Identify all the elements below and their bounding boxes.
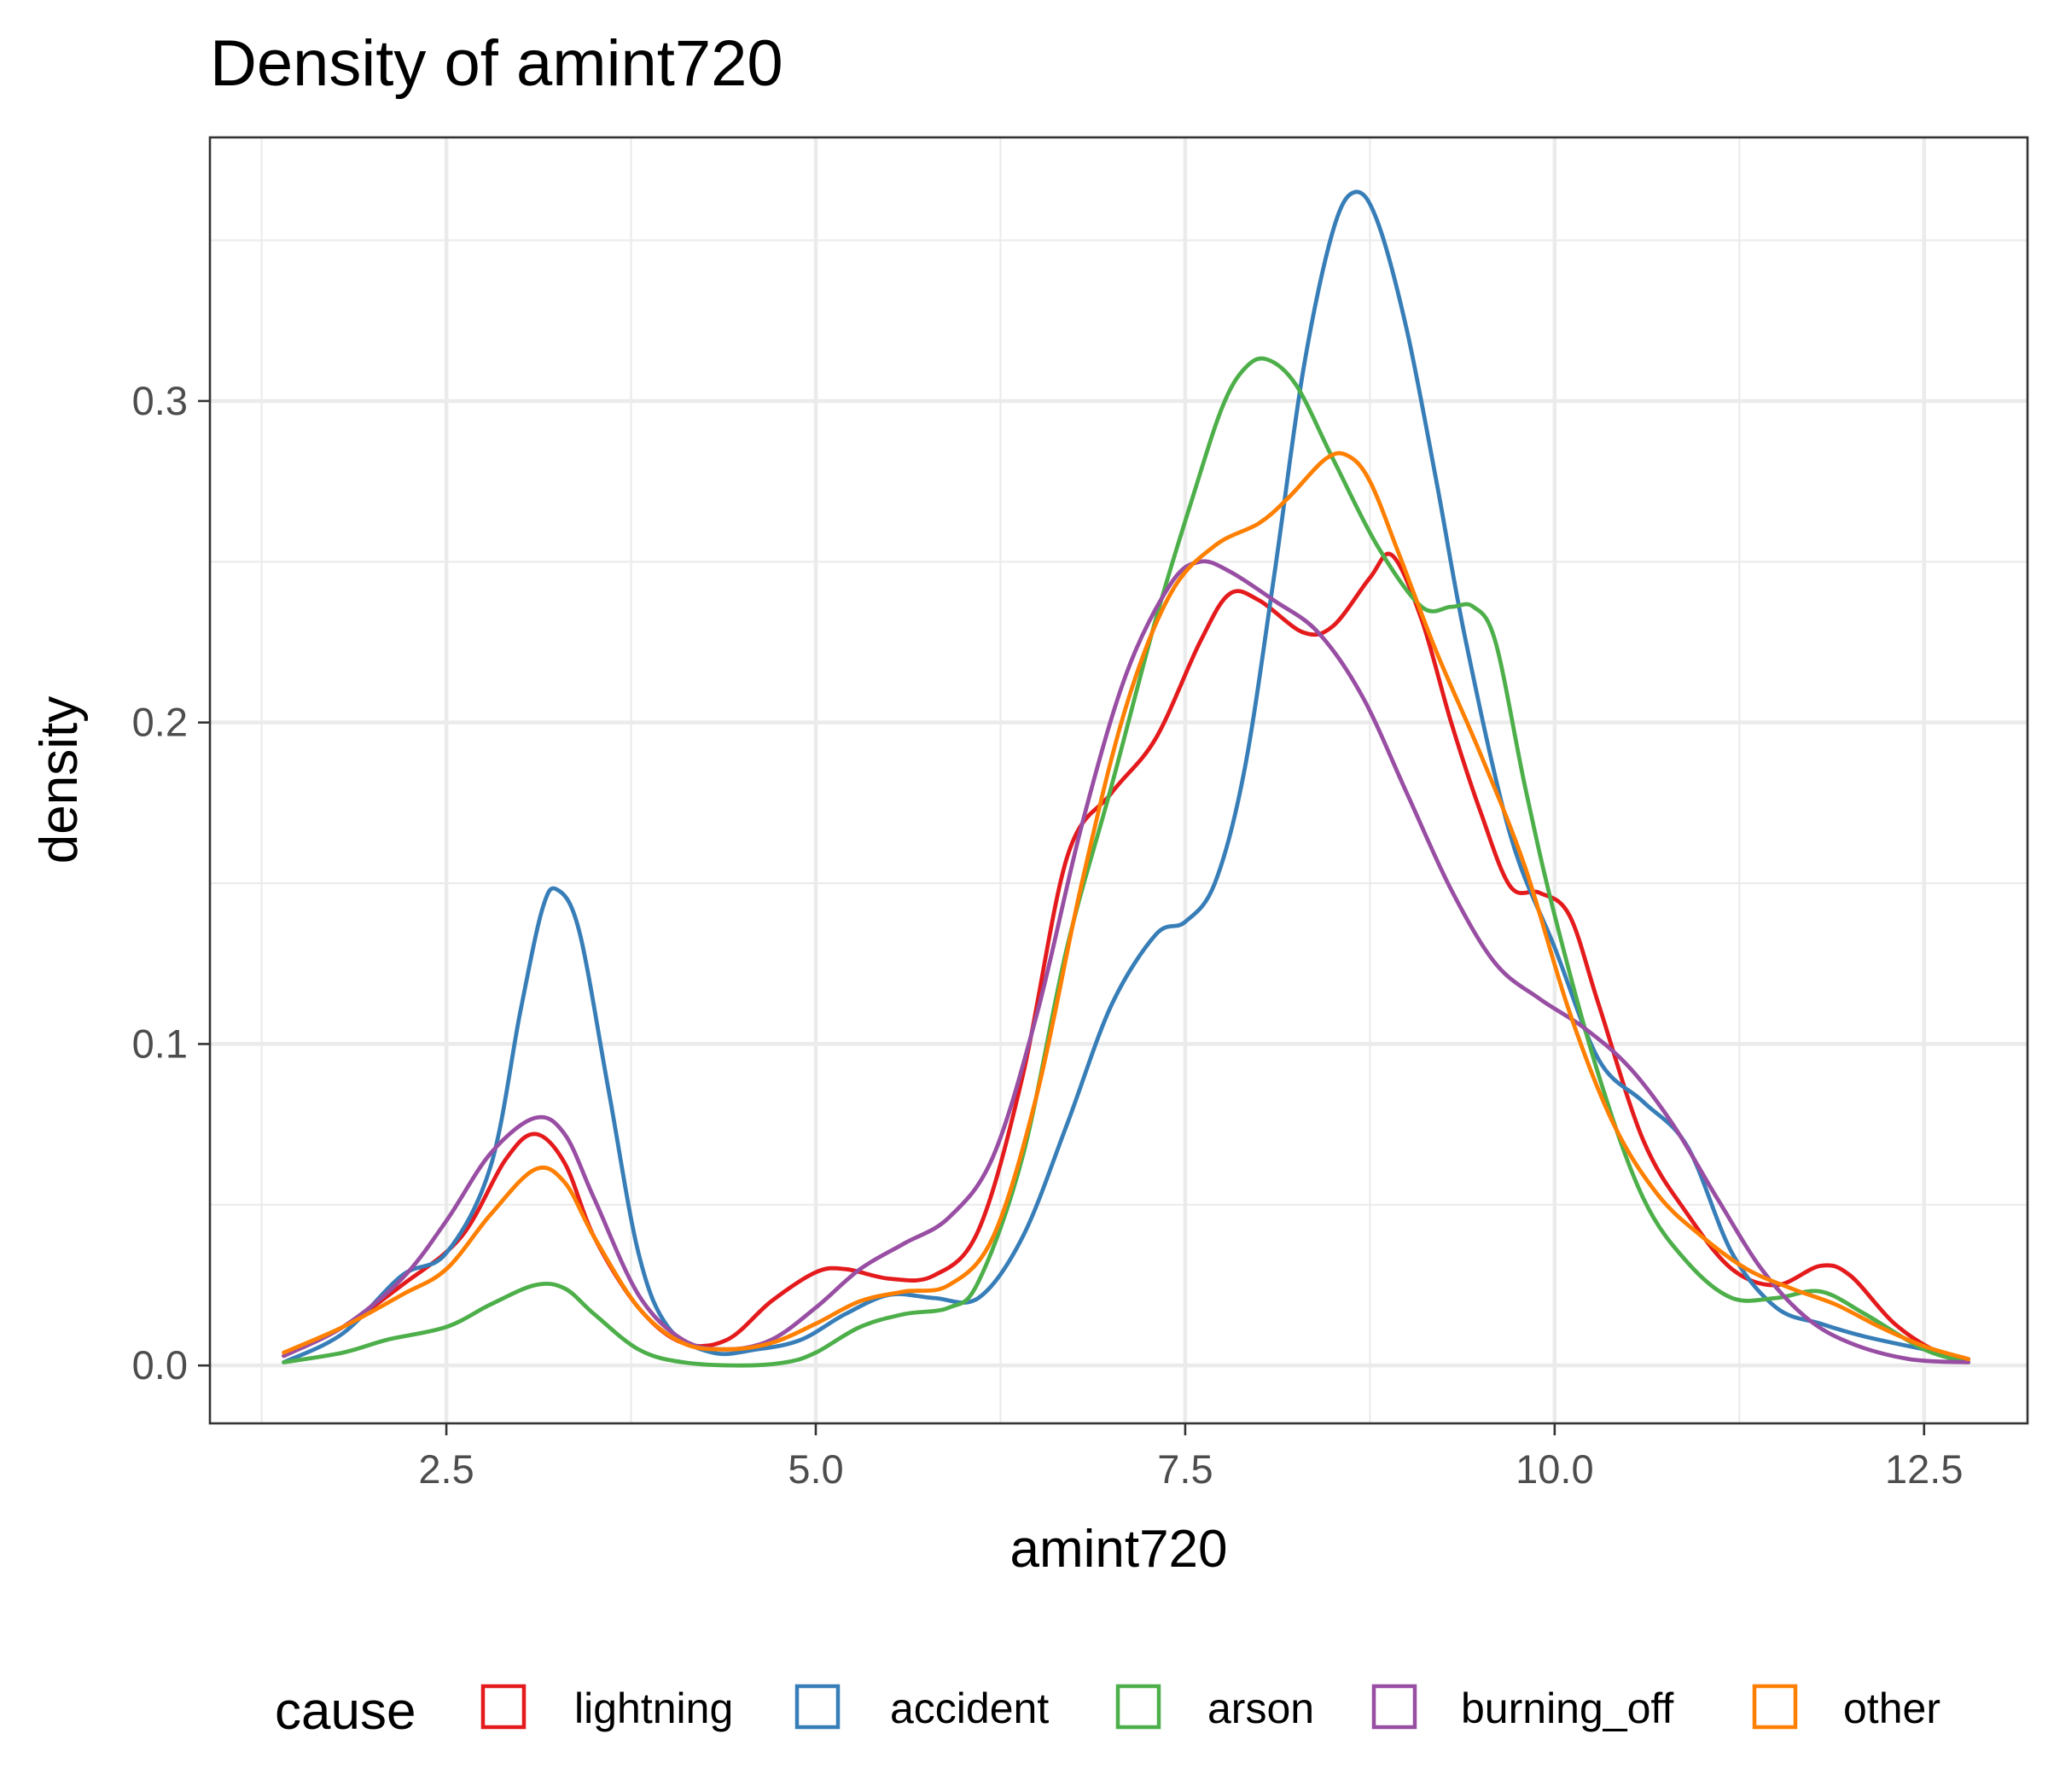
legend-key-burning_off bbox=[1371, 1684, 1417, 1730]
legend-label-accident: accident bbox=[890, 1684, 1049, 1732]
x-tick-label: 10.0 bbox=[1516, 1446, 1593, 1492]
major-gridlines bbox=[210, 137, 2028, 1423]
x-tick-label: 12.5 bbox=[1885, 1446, 1963, 1492]
density-lines bbox=[282, 189, 1971, 1368]
x-tick-label: 5.0 bbox=[788, 1446, 843, 1492]
x-tick-label: 2.5 bbox=[418, 1446, 474, 1492]
chart-title: Density of amint720 bbox=[210, 27, 783, 100]
legend: cause lightning accident arson burning_off o… bbox=[275, 1682, 1940, 1741]
x-axis: 2.5 5.0 7.5 10.0 12.5 bbox=[418, 1423, 1964, 1492]
y-tick-label: 0.3 bbox=[132, 378, 188, 423]
legend-key-other bbox=[1752, 1684, 1798, 1730]
y-tick-label: 0.1 bbox=[132, 1021, 188, 1066]
legend-key-lightning bbox=[480, 1684, 527, 1730]
legend-key-accident bbox=[794, 1684, 841, 1730]
legend-label-other: other bbox=[1843, 1684, 1940, 1732]
y-tick-label: 0.2 bbox=[132, 700, 188, 745]
plot-panel bbox=[208, 136, 2029, 1425]
y-axis-title: density bbox=[30, 696, 89, 864]
x-tick-label: 7.5 bbox=[1157, 1446, 1213, 1492]
legend-label-lightning: lightning bbox=[574, 1684, 733, 1732]
legend-label-arson: arson bbox=[1207, 1684, 1314, 1732]
series-line-burning_off bbox=[282, 559, 1971, 1364]
panel-border bbox=[208, 136, 2029, 1425]
minor-gridlines bbox=[210, 137, 2028, 1423]
y-axis: 0.0 0.1 0.2 0.3 bbox=[132, 378, 210, 1388]
panel-background bbox=[210, 137, 2028, 1423]
legend-title: cause bbox=[275, 1682, 416, 1741]
series-line-other bbox=[282, 451, 1971, 1362]
y-tick-label: 0.0 bbox=[132, 1342, 188, 1388]
legend-key-arson bbox=[1115, 1684, 1161, 1730]
x-axis-title: amint720 bbox=[1009, 1520, 1227, 1579]
legend-label-burning_off: burning_off bbox=[1461, 1684, 1673, 1732]
series-line-accident bbox=[282, 189, 1971, 1364]
